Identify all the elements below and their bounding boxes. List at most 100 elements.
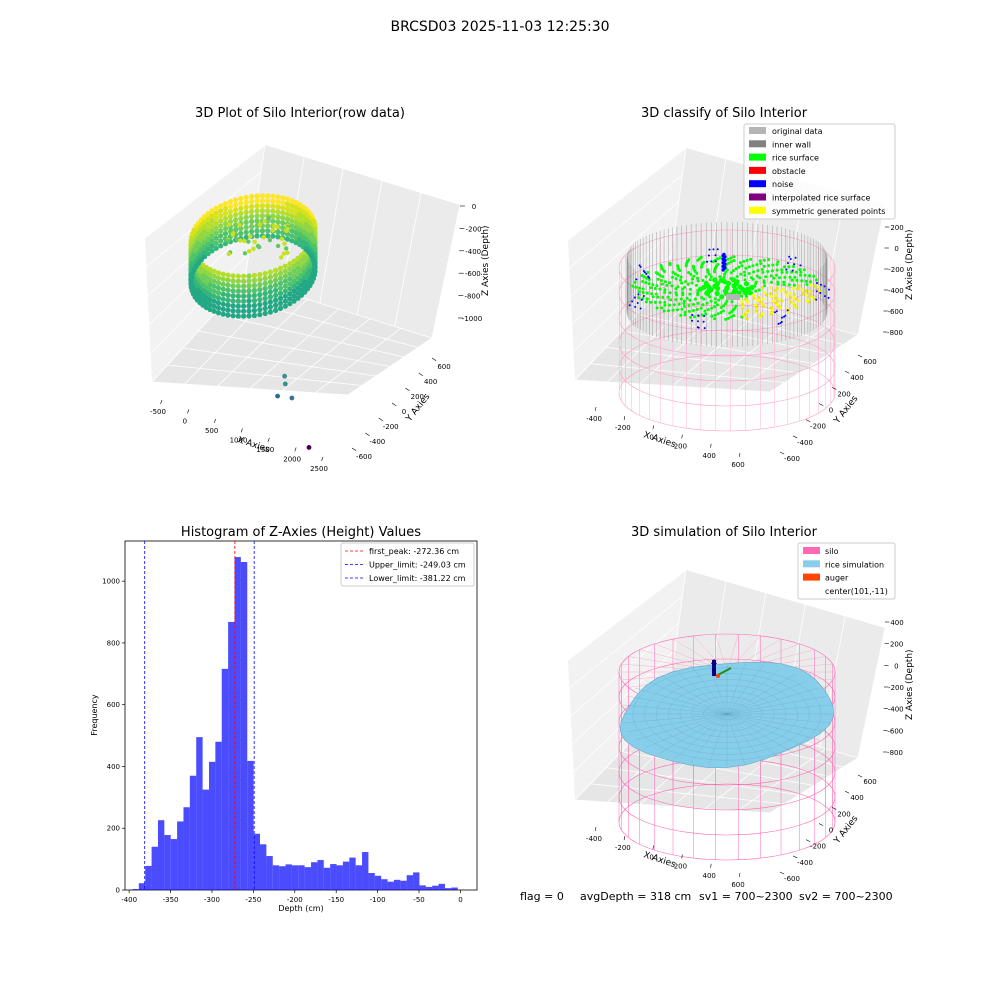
grid-line xyxy=(144,144,266,239)
simulation-legend-swatch xyxy=(803,560,820,568)
raw-point xyxy=(241,273,247,279)
classify-point xyxy=(787,265,791,269)
panel-simulation-3d: 3D simulation of Silo Interior -400-2000… xyxy=(567,525,915,889)
classify-point xyxy=(718,256,722,260)
raw-point xyxy=(262,270,268,277)
classify-original-data-patch xyxy=(726,294,740,300)
classify-point xyxy=(761,270,765,274)
raw-point xyxy=(249,213,255,220)
classify-legend-label: interpolated rice surface xyxy=(772,194,870,203)
raw-point xyxy=(243,224,249,230)
classify-noise-point xyxy=(639,307,642,310)
classify-noise-point xyxy=(708,248,711,251)
raw-point xyxy=(222,211,229,217)
classify-noise-point xyxy=(823,295,826,298)
raw-point xyxy=(265,208,271,214)
histogram-bar xyxy=(266,856,273,890)
raw-point xyxy=(289,208,295,214)
classify-point xyxy=(794,297,798,301)
classify-point xyxy=(665,283,669,287)
raw-x-tick-mark xyxy=(160,399,163,404)
simulation-rice-mesh xyxy=(635,687,728,715)
classify-point xyxy=(733,280,740,287)
classify-point xyxy=(658,273,662,277)
classify-point xyxy=(663,288,667,292)
classify-x-tick-label: 400 xyxy=(703,452,716,460)
raw-point xyxy=(230,313,236,319)
classify-point xyxy=(769,286,772,290)
raw-point xyxy=(235,273,241,279)
raw-point xyxy=(243,229,249,235)
raw-point xyxy=(218,233,224,239)
raw-x-tick-mark xyxy=(321,456,324,461)
raw-point xyxy=(246,239,251,244)
classify-point xyxy=(649,300,653,304)
classify-point xyxy=(758,276,762,280)
classify-point xyxy=(681,291,685,295)
classify-point xyxy=(647,278,651,281)
classify-point xyxy=(740,264,744,268)
classify-point xyxy=(705,284,712,290)
classify-point xyxy=(644,300,648,304)
classify-point xyxy=(671,308,675,312)
classify-point xyxy=(702,297,706,301)
classify-legend-label: original data xyxy=(772,127,823,136)
classify-point xyxy=(745,258,749,262)
raw-point xyxy=(267,304,273,310)
classify-point xyxy=(743,297,747,301)
raw-point xyxy=(218,228,224,234)
raw-point xyxy=(273,297,279,303)
histogram-bar xyxy=(240,562,248,890)
raw-point xyxy=(282,263,288,269)
raw-point xyxy=(289,198,295,204)
simulation-y-tick-mark xyxy=(805,839,811,843)
status-sv1: sv1 = 700~2300 xyxy=(699,890,793,903)
raw-point xyxy=(246,288,252,294)
simulation-rice-mesh xyxy=(690,665,728,715)
classify-point xyxy=(637,296,641,300)
raw-point xyxy=(267,284,273,290)
classify-noise-point xyxy=(716,248,719,251)
classify-point xyxy=(668,291,672,295)
classify-point xyxy=(747,272,751,275)
raw-point xyxy=(215,290,222,296)
classify-point xyxy=(704,275,708,279)
classify-obstacle-point xyxy=(722,252,726,256)
classify-point xyxy=(813,284,817,288)
raw-outlier-point xyxy=(275,393,280,399)
raw-z-ticks: 0 -200 -400 -600 -800 -1000 xyxy=(458,203,482,323)
raw-point xyxy=(265,193,271,199)
raw-point xyxy=(267,279,273,285)
histogram-bar xyxy=(215,741,222,890)
simulation-x-tick-label: 400 xyxy=(703,872,716,880)
raw-point xyxy=(266,215,271,221)
raw-point xyxy=(277,270,284,276)
classify-point xyxy=(653,287,657,290)
histogram-vlines xyxy=(144,541,255,890)
histogram-bar xyxy=(438,883,445,890)
panel-classify-3d: 3D classify of Silo Interior -400-200020… xyxy=(567,106,915,469)
classify-point xyxy=(645,291,649,295)
raw-point xyxy=(270,213,276,219)
classify-point xyxy=(713,317,717,321)
classify-noise-point xyxy=(816,282,818,284)
raw-point xyxy=(284,201,291,207)
classify-point xyxy=(762,281,766,285)
raw-point xyxy=(257,287,263,293)
raw-point xyxy=(280,215,286,221)
classify-point xyxy=(689,315,692,319)
classify-point xyxy=(743,273,747,277)
classify-point xyxy=(767,264,770,268)
classify-legend-label: noise xyxy=(772,180,793,189)
classify-point xyxy=(737,265,741,269)
classify-point xyxy=(755,274,759,278)
simulation-x-tick-mark xyxy=(652,845,654,850)
classify-point xyxy=(760,302,764,306)
raw-y-tick-mark xyxy=(418,372,424,377)
classify-point xyxy=(641,290,645,294)
classify-point xyxy=(673,272,677,276)
classify-point xyxy=(723,272,727,276)
raw-point xyxy=(241,303,247,309)
simulation-rice-mesh xyxy=(627,713,728,732)
raw-point xyxy=(220,271,226,277)
